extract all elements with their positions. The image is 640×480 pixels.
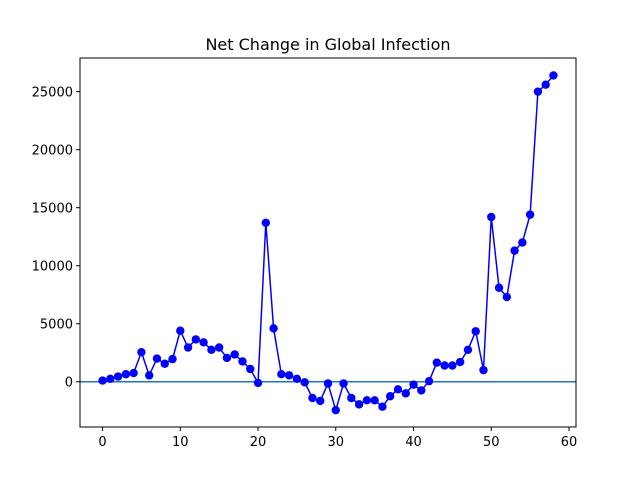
data-point: [378, 402, 387, 411]
axis-ticks: 0 10 20 30 40 50 60 0 5000 10000 15000 20000 25000: [32, 86, 578, 450]
y-tick-label: 15000: [32, 202, 73, 217]
x-tick-label: 40: [405, 435, 422, 450]
chart-title: Net Change in Global Infection: [205, 35, 450, 54]
y-tick-label: 20000: [32, 144, 73, 159]
data-point: [316, 396, 325, 406]
y-tick-label: 10000: [32, 260, 73, 275]
data-point: [385, 392, 395, 401]
x-tick-label: 30: [328, 435, 345, 450]
data-point: [222, 353, 232, 363]
y-tick-label: 25000: [32, 86, 73, 101]
data-point: [409, 380, 418, 389]
data-point: [401, 389, 410, 398]
data-point: [347, 393, 356, 403]
data-point: [176, 326, 185, 335]
data-point: [479, 365, 488, 375]
data-point: [323, 379, 333, 388]
data-point: [261, 218, 271, 227]
data-point: [292, 374, 302, 384]
data-point: [300, 378, 309, 387]
x-tick-label: 60: [561, 435, 578, 450]
data-point: [269, 324, 278, 333]
data-point: [199, 338, 208, 347]
data-point: [510, 246, 519, 255]
data-point: [331, 405, 340, 415]
data-point: [113, 372, 123, 381]
data-point: [362, 396, 372, 405]
data-point: [246, 364, 255, 374]
data-point: [277, 370, 286, 379]
data-point: [191, 335, 201, 344]
data-point: [393, 385, 403, 394]
data-point: [432, 358, 442, 367]
x-tick-label: 10: [172, 435, 189, 450]
data-point: [525, 210, 535, 219]
data-point: [494, 283, 504, 292]
data-point: [549, 71, 558, 80]
data-point: [121, 370, 131, 379]
data-point: [137, 347, 146, 357]
data-point: [144, 371, 154, 380]
data-point: [106, 374, 115, 384]
plot-area: [80, 71, 576, 415]
data-point: [183, 343, 193, 352]
data-point: [98, 376, 107, 385]
data-point: [160, 359, 169, 368]
data-point: [339, 379, 348, 388]
data-point: [308, 393, 317, 403]
data-point: [417, 386, 426, 395]
y-tick-label: 5000: [40, 318, 73, 333]
data-point: [533, 87, 543, 96]
data-point: [471, 327, 480, 336]
data-point: [152, 354, 162, 363]
data-point: [230, 350, 239, 359]
data-point: [455, 357, 465, 367]
data-point: [502, 292, 512, 302]
x-tick-label: 50: [483, 435, 500, 450]
data-point: [238, 357, 247, 366]
data-point: [518, 238, 527, 247]
x-tick-label: 20: [250, 435, 267, 450]
data-point: [463, 345, 473, 355]
data-point: [214, 343, 224, 352]
data-point: [207, 345, 216, 355]
data-point: [354, 400, 364, 409]
data-point: [448, 361, 457, 370]
data-point: [424, 376, 434, 386]
data-point: [129, 368, 138, 378]
data-point: [440, 361, 449, 370]
y-tick-label: 0: [65, 376, 73, 391]
data-point: [168, 354, 177, 364]
x-tick-label: 0: [98, 435, 106, 450]
data-point: [253, 378, 263, 388]
data-point: [541, 80, 550, 89]
axes-frame: [79, 57, 577, 428]
data-point: [487, 212, 496, 222]
data-point: [284, 371, 294, 380]
data-point: [370, 396, 379, 405]
